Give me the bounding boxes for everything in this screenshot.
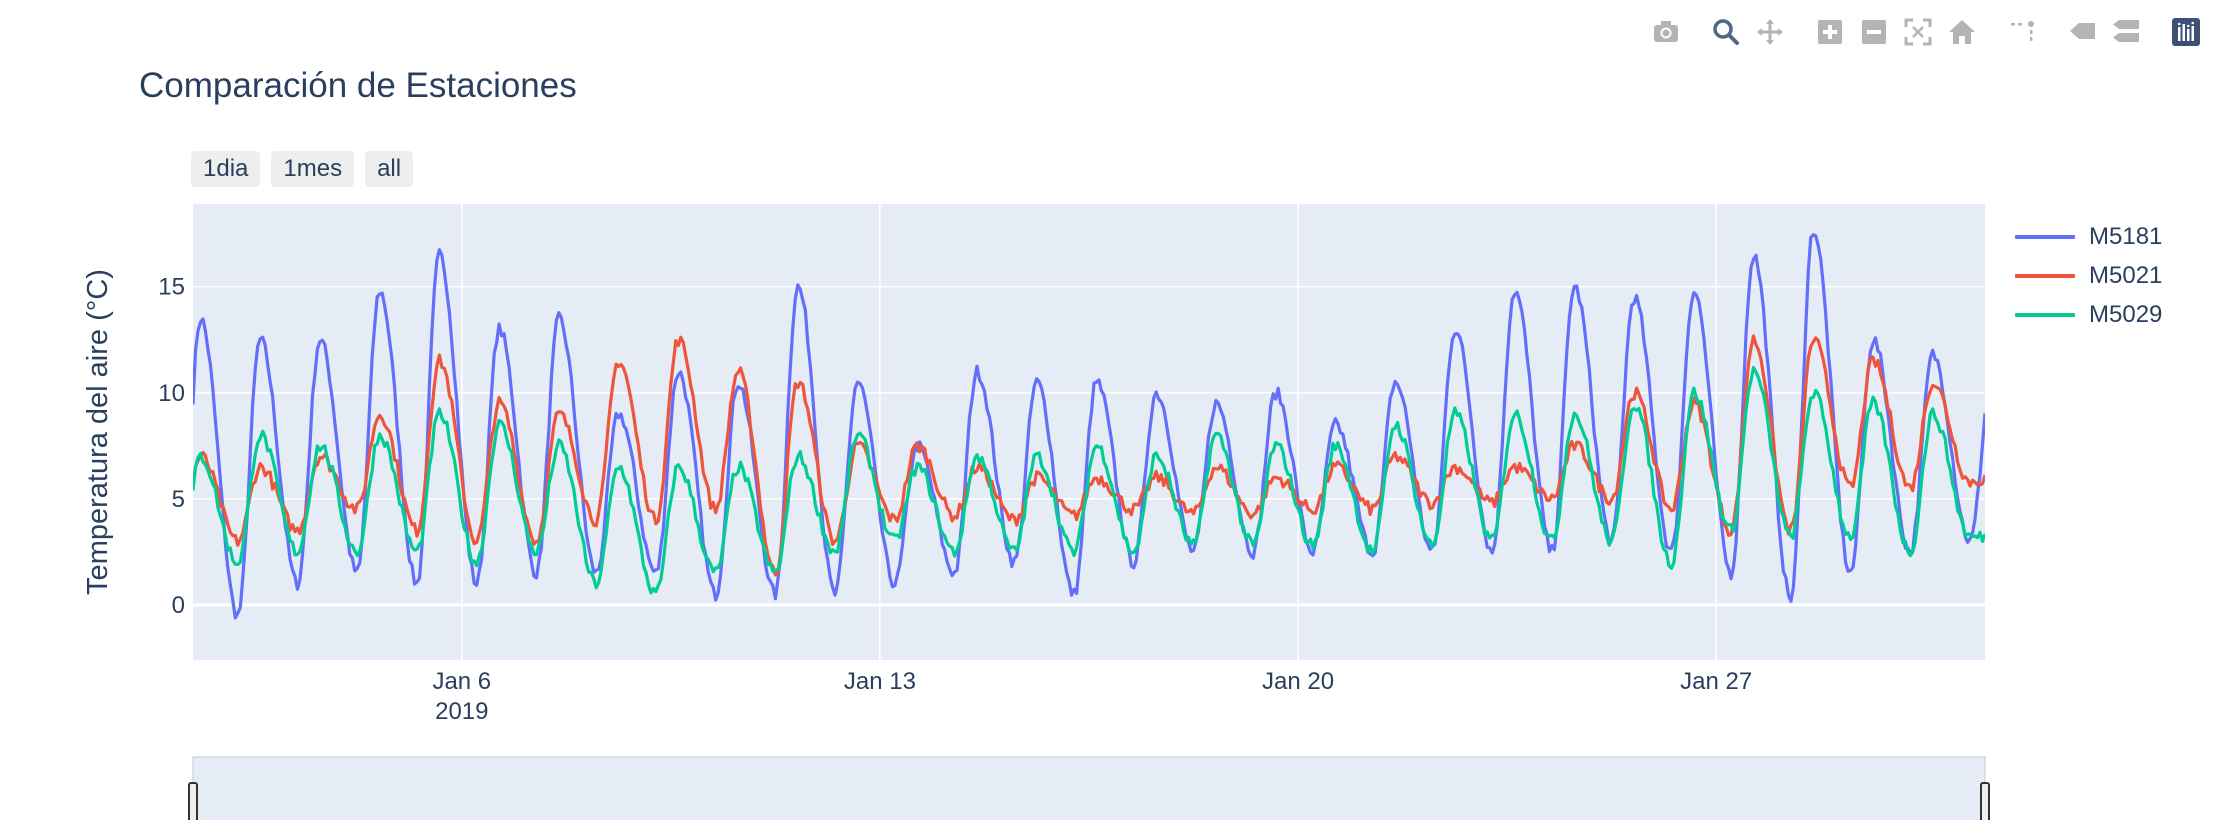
x-tick-label: Jan 27: [1680, 668, 1752, 695]
range-slider-handle-left[interactable]: [188, 782, 198, 820]
legend-label-m5021: M5021: [2089, 261, 2163, 289]
legend-label-m5029: M5029: [2089, 300, 2163, 328]
y-tick-label: 5: [172, 486, 185, 513]
range-button-1mes[interactable]: 1mes: [271, 151, 355, 187]
spike-lines-icon[interactable]: [2000, 14, 2044, 50]
hover-compare-icon[interactable]: [2104, 14, 2148, 50]
modebar: [1628, 14, 2208, 50]
series-line-m5181[interactable]: [193, 233, 1985, 620]
legend-item-m5181[interactable]: M5181: [2015, 217, 2162, 256]
legend-label-m5181: M5181: [2089, 222, 2163, 250]
legend-line-m5021: [2015, 273, 2075, 278]
camera-icon[interactable]: [1644, 14, 1688, 50]
modebar-group: [2000, 14, 2044, 50]
x-tick-label: Jan 20: [1262, 668, 1334, 695]
chart-title: Comparación de Estaciones: [139, 66, 577, 105]
autoscale-icon[interactable]: [1896, 14, 1940, 50]
x-tick-sublabel: 2019: [435, 698, 488, 725]
legend-item-m5029[interactable]: M5029: [2015, 295, 2162, 334]
series-line-m5029[interactable]: [193, 365, 1985, 595]
range-button-all[interactable]: all: [365, 151, 414, 187]
y-axis-title: Temperatura del aire (°C): [82, 269, 114, 595]
pan-icon[interactable]: [1748, 14, 1792, 50]
plotly-logo-icon[interactable]: [2164, 14, 2208, 50]
y-tick-label: 0: [172, 592, 185, 619]
zoom-icon[interactable]: [1704, 14, 1748, 50]
x-tick-label: Jan 6: [432, 668, 491, 695]
legend-item-m5021[interactable]: M5021: [2015, 256, 2162, 295]
home-icon[interactable]: [1940, 14, 1984, 50]
modebar-group: [2164, 14, 2208, 50]
range-slider-handle-right[interactable]: [1980, 782, 1990, 820]
zoom-in-icon[interactable]: [1808, 14, 1852, 50]
legend-line-m5029: [2015, 312, 2075, 317]
modebar-group: [1644, 14, 1688, 50]
legend: M5181 M5021 M5029: [2015, 217, 2162, 334]
hover-closest-icon[interactable]: [2060, 14, 2104, 50]
range-selector: 1dia 1mes all: [191, 151, 424, 187]
range-slider[interactable]: [192, 756, 1986, 820]
y-tick-label: 15: [158, 274, 185, 301]
modebar-group: [1704, 14, 1792, 50]
x-tick-label: Jan 13: [844, 668, 916, 695]
modebar-group: [1808, 14, 1984, 50]
range-button-1dia[interactable]: 1dia: [191, 151, 261, 187]
legend-line-m5181: [2015, 234, 2075, 239]
y-tick-label: 10: [158, 380, 185, 407]
modebar-group: [2060, 14, 2148, 50]
zoom-out-icon[interactable]: [1852, 14, 1896, 50]
